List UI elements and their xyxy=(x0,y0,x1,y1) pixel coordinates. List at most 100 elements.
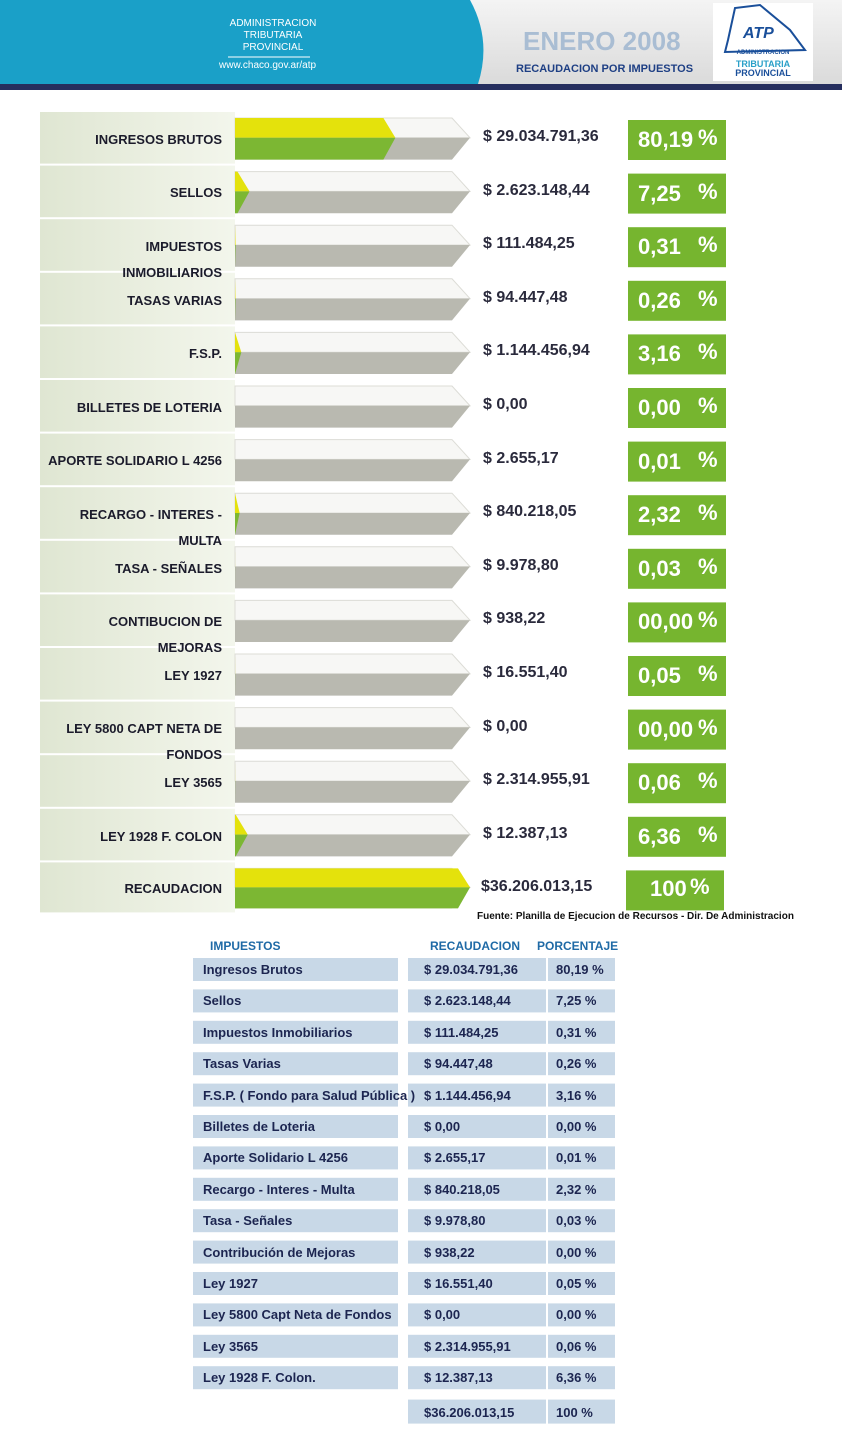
percent-value: 00,00 xyxy=(638,716,694,742)
amount: $ 938,22 xyxy=(483,610,546,628)
percent-box xyxy=(628,602,726,643)
label-cell xyxy=(40,165,235,218)
percent-unit: % xyxy=(698,821,718,847)
percent-box xyxy=(628,763,726,804)
label-cell xyxy=(40,755,235,807)
arrow-bottom xyxy=(235,459,470,482)
table-cell xyxy=(193,989,398,1013)
percent-unit: % xyxy=(690,874,710,900)
table-cell xyxy=(193,1240,398,1264)
percent-unit: % xyxy=(698,285,718,311)
logo-outline xyxy=(723,3,807,54)
percent-unit: % xyxy=(698,661,718,686)
arrow-top xyxy=(234,814,472,836)
bar-bottom xyxy=(235,137,396,160)
table-cell xyxy=(408,1083,546,1107)
category-label: SELLOS xyxy=(169,185,222,201)
percent-box xyxy=(628,548,726,589)
percent-unit: % xyxy=(698,500,718,526)
amount: $ 111.484,25 xyxy=(483,235,575,253)
arrow-top xyxy=(234,492,472,514)
table-cell xyxy=(548,1334,615,1358)
table-cell xyxy=(193,1020,398,1044)
percent-value: 6,36 xyxy=(638,823,681,849)
table-cell-text: Impuestos Inmobiliarios xyxy=(203,1024,353,1040)
table-cell xyxy=(193,1272,398,1295)
table-cell-text: $ 938,22 xyxy=(424,1244,475,1260)
arrow-bottom xyxy=(235,727,470,750)
table-cell-text: Billetes de Loteria xyxy=(203,1119,315,1134)
amount: $ 2.623.148,44 xyxy=(483,181,590,199)
arrow-top xyxy=(234,385,472,407)
table-header: RECAUDACION xyxy=(430,939,520,953)
arrow-bottom xyxy=(235,566,470,589)
table-cell-text: 6,36 % xyxy=(556,1370,597,1386)
table-cell xyxy=(193,1209,398,1233)
table-cell-text: 3,16 % xyxy=(556,1087,597,1103)
arrow-top xyxy=(234,278,472,300)
logo-line: PROVINCIAL xyxy=(735,68,791,78)
percent-value: 0,00 xyxy=(638,395,681,420)
table-total-cell xyxy=(548,1399,615,1424)
header-rule xyxy=(0,84,842,90)
table-cell-text: Aporte Solidario L 4256 xyxy=(203,1150,348,1166)
table-cell xyxy=(193,1177,398,1201)
table-cell xyxy=(408,1146,546,1170)
percent-box xyxy=(626,870,724,911)
table-cell xyxy=(548,1146,615,1170)
amount: $ 840.218,05 xyxy=(483,503,577,521)
amount: $ 16.551,40 xyxy=(483,664,568,681)
label-cell xyxy=(40,808,235,861)
percent-unit: % xyxy=(698,178,718,204)
bar-bottom xyxy=(235,191,250,214)
percent-box xyxy=(628,441,726,482)
table-cell xyxy=(548,989,615,1013)
bar-top xyxy=(235,118,396,138)
bar-top xyxy=(235,225,236,245)
table-cell-text: 0,31 % xyxy=(556,1024,597,1040)
table-cell-text: 2,32 % xyxy=(556,1181,597,1197)
percent-value: 80,19 xyxy=(638,127,694,152)
table-cell xyxy=(548,1177,615,1201)
amount: $ 29.034.791,36 xyxy=(483,128,599,145)
table-cell xyxy=(548,1209,615,1233)
table-header: IMPUESTOS xyxy=(210,939,281,953)
table-cell xyxy=(408,1240,546,1264)
arrow-top xyxy=(234,760,472,782)
amount: $ 0,00 xyxy=(483,396,528,413)
label-cell xyxy=(40,433,235,486)
arrow-bottom xyxy=(235,352,470,374)
table-cell xyxy=(408,1177,546,1201)
label-cell xyxy=(40,219,235,271)
table-cell xyxy=(548,1115,615,1138)
url: www.chaco.gov.ar/atp xyxy=(219,60,317,71)
percent-value: 0,05 xyxy=(638,663,681,688)
table-cell-text: $ 2.314.955,91 xyxy=(424,1338,511,1354)
label-cell xyxy=(40,272,235,325)
amount: $ 12.387,13 xyxy=(483,824,568,842)
table-cell-text: $ 1.144.456,94 xyxy=(424,1087,511,1103)
amount: $ 0,00 xyxy=(483,717,528,735)
bar-bottom xyxy=(235,887,470,909)
amount: $ 94.447,48 xyxy=(483,288,568,306)
table-cell xyxy=(193,1334,398,1358)
period: ENERO 2008 xyxy=(523,26,681,56)
table-header: PORCENTAJE xyxy=(537,939,619,953)
table-cell-text: $ 840.218,05 xyxy=(424,1181,500,1197)
arrow-bottom xyxy=(235,298,470,321)
label-cell xyxy=(40,380,235,432)
category-label: F.S.P. xyxy=(188,346,222,362)
bar-top xyxy=(235,332,242,353)
source: Fuente: Planilla de Ejecucion de Recurso… xyxy=(477,911,794,922)
table-cell-text: Tasas Varias xyxy=(203,1056,281,1072)
table-cell xyxy=(548,1020,615,1044)
table-cell-text: 7,25 % xyxy=(556,993,597,1009)
table-cell xyxy=(193,1115,398,1138)
table-cell xyxy=(548,1240,615,1264)
label-cell xyxy=(40,112,235,164)
table-cell-text: Contribución de Mejoras xyxy=(203,1244,356,1260)
table-cell xyxy=(408,1052,546,1076)
table-cell xyxy=(548,1366,615,1390)
bar-bottom xyxy=(235,245,236,267)
